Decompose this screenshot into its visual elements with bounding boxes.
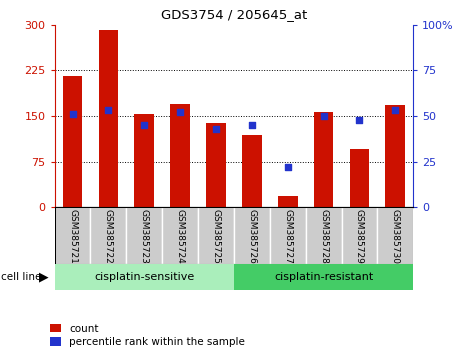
- Point: [320, 113, 327, 119]
- Text: ▶: ▶: [39, 270, 48, 283]
- Bar: [234, 264, 413, 290]
- Text: GSM385728: GSM385728: [319, 209, 328, 264]
- Text: GSM385722: GSM385722: [104, 209, 113, 264]
- Point: [391, 108, 399, 113]
- Bar: [278, 196, 298, 207]
- Text: GSM385721: GSM385721: [68, 209, 77, 264]
- Bar: [162, 207, 198, 264]
- Text: cisplatin-sensitive: cisplatin-sensitive: [94, 272, 194, 282]
- Text: GSM385724: GSM385724: [176, 209, 185, 264]
- Bar: [342, 207, 378, 264]
- Point: [284, 164, 292, 170]
- Text: GSM385723: GSM385723: [140, 209, 149, 264]
- Bar: [350, 149, 370, 207]
- Point: [104, 108, 112, 113]
- Title: GDS3754 / 205645_at: GDS3754 / 205645_at: [161, 8, 307, 21]
- Point: [69, 111, 76, 117]
- Bar: [126, 207, 162, 264]
- Bar: [314, 112, 333, 207]
- Bar: [198, 207, 234, 264]
- Point: [212, 126, 220, 132]
- Bar: [63, 76, 83, 207]
- Bar: [55, 207, 91, 264]
- Bar: [206, 123, 226, 207]
- Point: [176, 109, 184, 115]
- Text: cisplatin-resistant: cisplatin-resistant: [274, 272, 373, 282]
- Bar: [385, 105, 405, 207]
- Point: [248, 122, 256, 128]
- Bar: [55, 264, 234, 290]
- Text: GSM385725: GSM385725: [211, 209, 220, 264]
- Text: cell line: cell line: [1, 272, 41, 282]
- Text: GSM385726: GSM385726: [247, 209, 257, 264]
- Text: GSM385730: GSM385730: [391, 209, 400, 264]
- Bar: [234, 207, 270, 264]
- Text: GSM385727: GSM385727: [283, 209, 292, 264]
- Bar: [91, 207, 126, 264]
- Bar: [134, 114, 154, 207]
- Bar: [242, 135, 262, 207]
- Legend: count, percentile rank within the sample: count, percentile rank within the sample: [50, 324, 245, 347]
- Bar: [170, 104, 190, 207]
- Point: [141, 122, 148, 128]
- Bar: [98, 30, 118, 207]
- Bar: [306, 207, 342, 264]
- Bar: [270, 207, 306, 264]
- Text: GSM385729: GSM385729: [355, 209, 364, 264]
- Bar: [378, 207, 413, 264]
- Point: [356, 117, 363, 122]
